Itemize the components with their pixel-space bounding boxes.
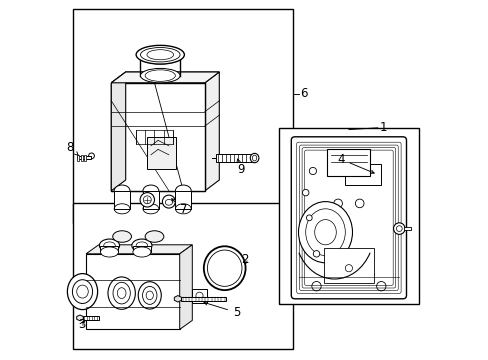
Ellipse shape xyxy=(101,247,118,257)
Bar xyxy=(73,9,292,223)
Polygon shape xyxy=(77,315,83,321)
Ellipse shape xyxy=(175,185,191,197)
Bar xyxy=(84,155,86,161)
Ellipse shape xyxy=(99,239,120,252)
Ellipse shape xyxy=(113,231,131,242)
Bar xyxy=(323,248,373,283)
Ellipse shape xyxy=(298,202,352,263)
Text: 3: 3 xyxy=(78,318,85,330)
Text: 8: 8 xyxy=(66,141,78,156)
Text: 9: 9 xyxy=(237,159,244,176)
Bar xyxy=(77,155,79,161)
Bar xyxy=(142,191,159,209)
Bar xyxy=(345,164,381,185)
Polygon shape xyxy=(111,83,204,191)
Bar xyxy=(114,191,130,209)
Text: 7: 7 xyxy=(171,199,187,216)
Ellipse shape xyxy=(142,185,159,197)
Ellipse shape xyxy=(136,45,184,64)
Text: 5: 5 xyxy=(203,302,240,319)
Ellipse shape xyxy=(140,68,180,83)
Ellipse shape xyxy=(67,274,98,310)
Bar xyxy=(215,154,251,162)
Ellipse shape xyxy=(309,167,316,175)
Bar xyxy=(181,297,225,301)
Polygon shape xyxy=(174,296,181,302)
Ellipse shape xyxy=(140,193,154,207)
Ellipse shape xyxy=(114,185,130,197)
Bar xyxy=(147,137,176,169)
Polygon shape xyxy=(111,72,219,83)
Bar xyxy=(278,128,418,304)
Polygon shape xyxy=(111,72,219,83)
Bar xyxy=(81,155,82,161)
Bar xyxy=(404,227,410,230)
Polygon shape xyxy=(86,245,192,254)
Ellipse shape xyxy=(313,251,319,257)
Ellipse shape xyxy=(145,231,163,242)
Ellipse shape xyxy=(138,282,161,309)
Text: 4: 4 xyxy=(336,153,373,174)
Ellipse shape xyxy=(393,223,404,234)
Ellipse shape xyxy=(72,280,92,303)
Ellipse shape xyxy=(203,246,245,290)
Bar xyxy=(326,149,370,176)
Ellipse shape xyxy=(162,195,175,208)
Bar xyxy=(73,203,292,349)
Bar xyxy=(175,191,191,209)
Polygon shape xyxy=(192,289,206,303)
Text: 1: 1 xyxy=(379,121,386,134)
FancyBboxPatch shape xyxy=(291,137,406,299)
Ellipse shape xyxy=(302,189,308,196)
Polygon shape xyxy=(111,72,125,191)
Ellipse shape xyxy=(132,239,152,252)
Text: 2: 2 xyxy=(241,253,248,266)
Bar xyxy=(133,246,151,252)
Ellipse shape xyxy=(306,215,311,221)
Ellipse shape xyxy=(133,247,151,257)
Bar xyxy=(136,130,172,144)
Ellipse shape xyxy=(108,277,135,309)
Bar xyxy=(86,254,179,329)
Bar xyxy=(82,316,99,320)
Bar xyxy=(111,83,204,191)
Text: 6: 6 xyxy=(300,87,307,100)
Ellipse shape xyxy=(250,153,258,163)
Bar xyxy=(77,156,91,159)
Polygon shape xyxy=(204,72,219,191)
Polygon shape xyxy=(179,245,192,329)
Bar xyxy=(101,246,118,252)
Ellipse shape xyxy=(140,48,180,64)
